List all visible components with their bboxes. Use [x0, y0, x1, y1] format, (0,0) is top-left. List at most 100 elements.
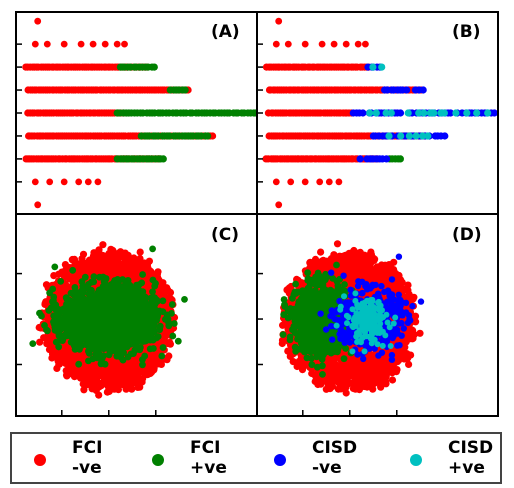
panel-c-point-fci-pos [92, 332, 100, 340]
panel-c-point-fci-neg [156, 287, 164, 295]
panel-c-point-fci-pos [146, 345, 154, 353]
panel-c-point-fci-pos [170, 320, 178, 327]
panel-c-point-fci-pos [118, 287, 126, 295]
panel-c-point-fci-pos [143, 306, 151, 313]
panel-b-point-cisd-pos [366, 109, 374, 117]
panel-c-point-fci-neg [56, 291, 64, 299]
panel-c-point-fci-pos [29, 340, 37, 347]
panel-c-point-fci-pos [181, 296, 188, 303]
panel-c-point-fci-pos [119, 276, 126, 283]
panel-c-point-fci-pos [156, 307, 164, 315]
panel-b-point-fci-neg [316, 178, 324, 186]
panel-b-point-cisd-pos [404, 109, 412, 117]
panel-c-point-fci-pos [65, 306, 72, 313]
panel-c-point-fci-pos [117, 353, 125, 361]
panel-c-point-fci-pos [123, 296, 130, 304]
panel-b-point-cisd-pos [452, 109, 460, 117]
panel-b-point-fci-neg [318, 40, 326, 48]
panel-c-point-fci-neg [92, 386, 100, 395]
panel-a-point-fci-neg [121, 40, 128, 48]
panel-c-point-fci-pos [107, 295, 115, 302]
panel-c-point-fci-neg [68, 256, 76, 264]
panel-c-point-fci-pos [85, 357, 92, 365]
panel-c-point-fci-neg [90, 255, 98, 263]
panel-b-point-fci-neg [272, 178, 280, 186]
panel-b-point-fci-neg [335, 178, 343, 186]
panel-b-point-cisd-neg [490, 109, 498, 117]
panel-b-point-cisd-pos [415, 109, 423, 117]
panel-c-point-fci-pos [79, 286, 87, 294]
panel-c-point-fci-neg [66, 348, 74, 356]
panel-c-point-fci-pos [159, 344, 167, 351]
panel-c-point-fci-neg [98, 259, 106, 267]
panel-b-point-cisd-pos [473, 109, 481, 117]
panel-c-point-fci-pos [119, 316, 127, 323]
panel-a-point-fci-neg [60, 178, 68, 186]
panel-c-point-fci-neg [113, 374, 121, 382]
panel-c-point-fci-neg [79, 353, 88, 361]
panel-c-point-fci-pos [124, 277, 132, 284]
panel-b-point-cisd-pos [484, 109, 492, 117]
panel-c-point-fci-pos [99, 297, 106, 305]
panel-b-point-fci-neg [354, 40, 362, 48]
panel-c-point-fci-pos [142, 300, 150, 307]
panel-c-point-fci-pos [49, 285, 57, 293]
panel-c-point-fci-pos [145, 321, 153, 329]
panel-c: (C) [15, 213, 258, 417]
panel-c-point-fci-pos [127, 284, 135, 292]
panel-c-point-fci-pos [126, 304, 134, 312]
panel-a-point-fci-pos [181, 86, 189, 94]
panel-b-point-cisd-neg [419, 86, 427, 94]
panel-b-point-cisd-neg [396, 109, 405, 117]
panel-c-point-fci-pos [169, 332, 177, 340]
panel-a-point-fci-neg [31, 40, 39, 48]
panel-b-point-cisd-pos [463, 109, 471, 117]
panel-c-point-fci-pos [87, 298, 94, 306]
panel-c-point-fci-pos [78, 310, 86, 318]
panel-a-point-fci-neg [113, 40, 121, 48]
panel-c-point-fci-pos [51, 263, 59, 271]
panel-c-point-fci-pos [168, 310, 175, 317]
panel-c-point-fci-pos [78, 278, 86, 285]
panel-b: (B) [256, 11, 499, 215]
panel-c-point-fci-neg [115, 260, 123, 268]
panel-c-point-fci-pos [174, 337, 182, 345]
panel-c-point-fci-neg [62, 371, 71, 379]
panel-c-point-fci-pos [104, 313, 112, 321]
panel-b-point-cisd-pos [378, 63, 386, 71]
panel-c-point-fci-neg [40, 334, 48, 342]
panel-c-point-fci-pos [69, 266, 77, 274]
panel-c-point-fci-pos [135, 281, 143, 288]
panel-c-point-fci-neg [35, 323, 43, 332]
panel-c-point-fci-pos [122, 343, 130, 350]
panel-c-point-fci-pos [149, 276, 157, 284]
panel-b-point-cisd-neg [359, 109, 367, 117]
panel-c-point-fci-pos [112, 307, 119, 314]
panel-c-point-fci-pos [130, 313, 137, 321]
panel-c-point-fci-pos [150, 295, 158, 303]
panel-c-point-fci-pos [111, 324, 119, 332]
panel-a-label: (A) [211, 22, 240, 42]
panel-c-point-fci-pos [134, 331, 142, 339]
panel-c-point-fci-neg [57, 296, 65, 304]
panel-c-point-fci-pos [105, 351, 113, 359]
panel-b-point-cisd-pos [424, 132, 432, 140]
panel-c-point-fci-pos [85, 281, 92, 288]
panel-b-point-cisd-pos [420, 109, 428, 117]
panel-c-point-fci-pos [63, 325, 70, 333]
panel-c-point-fci-pos [102, 275, 110, 282]
panel-c-point-fci-neg [79, 373, 88, 381]
panel-b-point-fci-neg [342, 40, 350, 48]
panel-a-point-fci-neg [94, 178, 102, 186]
panel-c-point-fci-neg [154, 268, 162, 276]
panel-c-point-fci-neg [150, 350, 159, 358]
panel-b-point-cisd-pos [387, 109, 395, 117]
panel-c-point-fci-pos [67, 289, 75, 297]
panel-c-point-fci-pos [88, 291, 96, 299]
panel-c-point-fci-pos [139, 311, 147, 319]
panel-c-point-fci-pos [59, 337, 66, 344]
panel-a-point-fci-pos [252, 109, 257, 117]
panel-a-point-fci-neg [31, 178, 39, 186]
panel-c-point-fci-pos [69, 332, 76, 339]
panel-c-point-fci-pos [154, 333, 162, 340]
